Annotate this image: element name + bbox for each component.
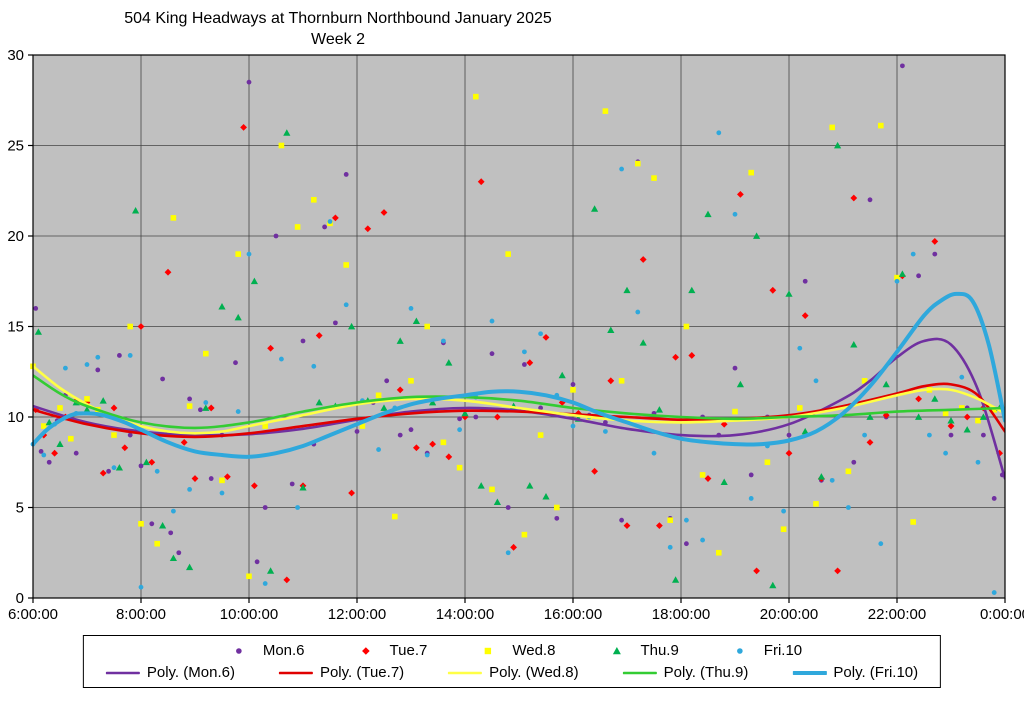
legend-item-tue-7: Tue.7 [349,642,428,659]
y-tick-label: 30 [7,47,24,64]
y-tick-label: 5 [16,500,24,517]
legend-swatch-icon [105,671,140,674]
y-tick-label: 20 [7,228,24,245]
legend-item-poly-wed-8: Poly. (Wed.8) [448,664,579,681]
x-tick-label: 6:00:00 [8,606,58,623]
x-tick-label: 0:00:00 [980,606,1024,623]
x-tick-label: 22:00:00 [868,606,926,623]
legend-label: Thu.9 [640,642,679,659]
y-tick-label: 15 [7,319,24,336]
legend-swatch-icon [236,647,242,654]
legend-label: Fri.10 [763,642,803,659]
legend-swatch-icon [737,647,743,654]
x-tick-label: 8:00:00 [116,606,166,623]
legend-swatch-icon [622,671,657,674]
legend-label: Wed.8 [512,642,556,659]
legend-item-poly-tue-7: Poly. (Tue.7) [278,664,405,681]
series-thu-9 [34,129,1004,589]
chart-title-line2: Week 2 [311,31,365,48]
legend-item-mon-6: Mon.6 [222,642,305,659]
y-tick-label: 25 [7,138,24,155]
series-fri-10 [30,130,997,595]
legend-swatch-icon [448,671,483,674]
trend-lines [33,291,1005,480]
legend-label: Poly. (Thu.9) [663,664,749,681]
trend-poly-fri-10 [33,291,1005,459]
x-tick-label: 10:00:00 [220,606,278,623]
x-tick-label: 18:00:00 [652,606,710,623]
x-tick-label: 16:00:00 [544,606,602,623]
legend-item-poly-fri-10: Poly. (Fri.10) [792,664,918,681]
legend-label: Poly. (Fri.10) [833,664,919,681]
axes: 0 5 10 15 20 25 30 6:00:00 8:00:00 10:00:00 12:00:… [7,47,1024,623]
trend-poly-wed-8 [33,365,1005,435]
legend-label: Tue.7 [389,642,428,659]
legend-swatch-icon [612,646,621,654]
legend-swatch-icon [278,671,313,674]
x-tick-label: 12:00:00 [328,606,386,623]
legend-label: Poly. (Tue.7) [319,664,405,681]
chart-title-line1: 504 King Headways at Thornburn Northboun… [124,10,552,27]
series-wed-8 [30,93,997,580]
chart-title: 504 King Headways at Thornburn Northboun… [108,8,568,50]
y-tick-label: 0 [16,590,24,607]
legend-item-poly-thu-9: Poly. (Thu.9) [622,664,749,681]
chart-canvas: 0 5 10 15 20 25 30 6:00:00 8:00:00 10:00:00 12:00:… [7,47,1024,623]
legend-item-fri-10: Fri.10 [723,642,802,659]
legend-row-lines: Poly. (Mon.6) Poly. (Tue.7) Poly. (Wed.8) P… [105,664,918,681]
legend-swatch-icon [361,646,370,655]
legend-row-markers: Mon.6 Tue.7 Wed.8 Thu.9 Fri.10 [106,642,918,659]
legend-label: Poly. (Mon.6) [146,664,235,681]
legend-item-poly-mon-6: Poly. (Mon.6) [105,664,235,681]
x-tick-label: 14:00:00 [436,606,494,623]
legend-item-wed-8: Wed.8 [471,642,555,659]
legend: Mon.6 Tue.7 Wed.8 Thu.9 Fri.10 Poly. (Mon.6)… [82,635,942,688]
gridlines [33,55,1005,598]
legend-item-thu-9: Thu.9 [599,642,679,659]
y-tick-label: 10 [7,409,24,426]
x-tick-label: 20:00:00 [760,606,818,623]
legend-label: Mon.6 [262,642,305,659]
legend-label: Poly. (Wed.8) [489,664,579,681]
legend-swatch-icon [485,647,492,654]
legend-swatch-icon [792,670,827,675]
